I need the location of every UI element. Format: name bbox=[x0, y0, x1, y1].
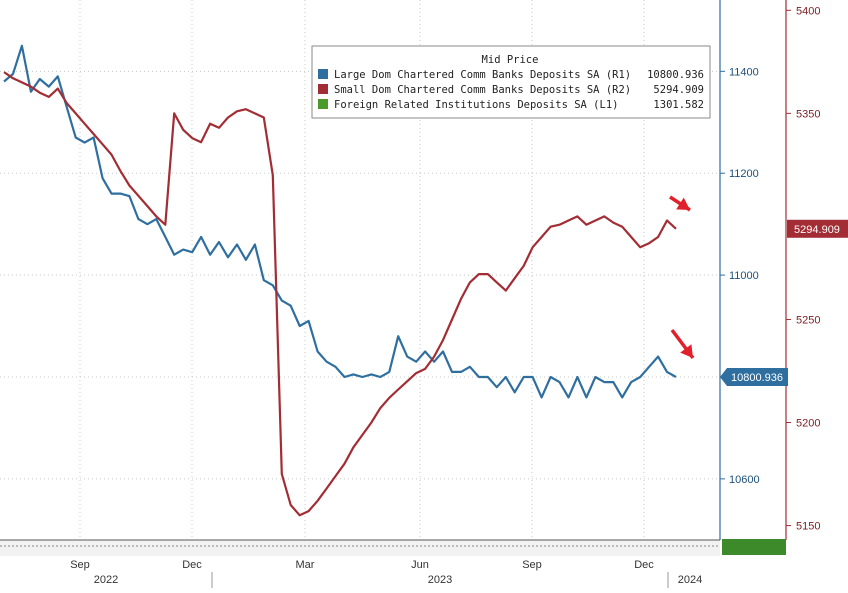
r2-last-value: 5294.909 bbox=[794, 224, 840, 236]
x-tick-label: Dec bbox=[634, 559, 654, 571]
legend-swatch bbox=[318, 99, 328, 109]
annotation-arrows bbox=[669, 195, 695, 360]
r2-tick-label: 5150 bbox=[796, 521, 820, 533]
l1-value-box bbox=[722, 539, 786, 555]
y-axis-r2: 5400 5350 5250 5200 5150 bbox=[786, 5, 820, 533]
r2-last-value-box bbox=[787, 219, 848, 238]
r1-arrow-head bbox=[680, 344, 693, 358]
r1-tick-label: 11400 bbox=[729, 66, 759, 78]
bottom-band bbox=[0, 540, 720, 556]
legend-label: Small Dom Chartered Comm Banks Deposits … bbox=[334, 84, 631, 96]
x-tick-label: Dec bbox=[182, 559, 202, 571]
series-line-r2 bbox=[3, 71, 677, 517]
legend: Mid Price Large Dom Chartered Comm Banks … bbox=[311, 45, 711, 119]
legend-value: 5294.909 bbox=[653, 84, 704, 96]
r1-tick-label: 10600 bbox=[729, 474, 760, 486]
r2-arrow-head bbox=[676, 197, 690, 210]
legend-label: Foreign Related Institutions Deposits SA… bbox=[334, 99, 618, 111]
x-year-label: 2024 bbox=[678, 574, 702, 586]
r2-tick-label: 5250 bbox=[796, 314, 820, 326]
r1-last-value: 10800.936 bbox=[731, 372, 783, 384]
series-layer bbox=[3, 44, 677, 517]
x-tick-label: Mar bbox=[296, 559, 315, 571]
x-year-label: 2022 bbox=[94, 574, 118, 586]
r1-tick-label: 11000 bbox=[729, 270, 759, 282]
r2-tick-label: 5200 bbox=[796, 418, 820, 430]
x-tick-label: Jun bbox=[411, 559, 429, 571]
gridlines bbox=[0, 0, 787, 556]
r2-tick-label: 5400 bbox=[796, 5, 820, 17]
legend-title: Mid Price bbox=[482, 54, 539, 66]
legend-box bbox=[311, 45, 711, 119]
r1-last-value-box bbox=[720, 367, 788, 386]
legend-swatch bbox=[318, 84, 328, 94]
last-value-labels: 5294.909 10800.936 bbox=[720, 219, 848, 386]
r2-tick-label: 5350 bbox=[796, 108, 820, 120]
legend-value: 1301.582 bbox=[653, 99, 704, 111]
x-year-label: 2023 bbox=[428, 574, 452, 586]
legend-swatch bbox=[318, 69, 328, 79]
legend-label: Large Dom Chartered Comm Banks Deposits … bbox=[334, 69, 631, 81]
series-line-r1 bbox=[3, 44, 677, 399]
x-tick-label: Sep bbox=[522, 559, 542, 571]
x-axis: Sep Dec Mar Jun Sep Dec 2022 2023 2024 bbox=[70, 559, 702, 588]
legend-value: 10800.936 bbox=[647, 69, 704, 81]
r1-tick-label: 11200 bbox=[729, 168, 759, 180]
x-tick-label: Sep bbox=[70, 559, 90, 571]
y-axis-r1: 11400 11200 11000 10600 bbox=[720, 66, 760, 486]
